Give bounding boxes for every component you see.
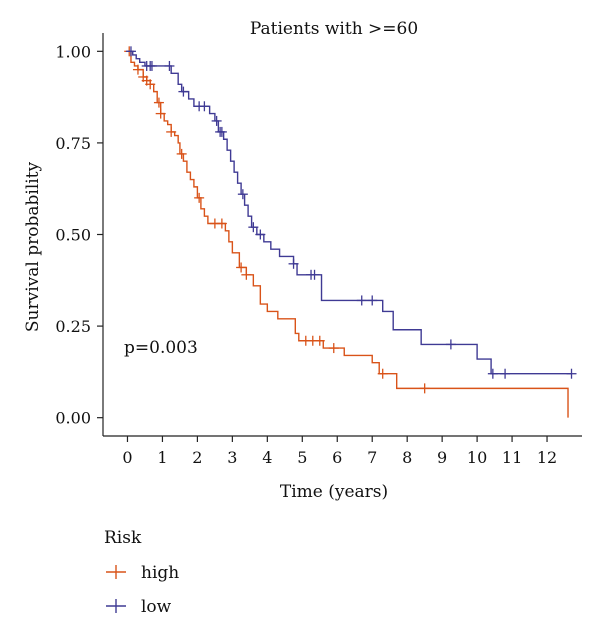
x-tick-label: 9 [437, 448, 447, 467]
x-tick-label: 5 [297, 448, 307, 467]
censor-mark-low [164, 60, 175, 71]
axes: 0 1 2 3 4 5 6 7 8 9 10 11 120.000.250.500.751.00 [55, 33, 582, 467]
y-tick-label: 0.00 [55, 409, 91, 428]
censor-mark-low [146, 60, 157, 71]
censor-mark-low [199, 101, 210, 112]
censor-mark-low [500, 368, 511, 379]
censor-mark-high [194, 192, 205, 203]
series-line-low [127, 50, 572, 375]
legend-label: high [141, 563, 179, 583]
censor-mark-low [125, 46, 136, 57]
censor-mark-high [166, 126, 177, 137]
y-tick-label: 1.00 [55, 42, 91, 61]
censor-mark-high [419, 383, 430, 394]
legend: high low [106, 563, 179, 617]
x-tick-label: 1 [157, 448, 167, 467]
censor-mark-low [566, 368, 577, 379]
x-axis-title: Time (years) [280, 482, 388, 502]
censor-mark-high [241, 269, 252, 280]
censor-mark-low [211, 115, 222, 126]
censor-mark-low [487, 368, 498, 379]
censor-mark-high [377, 368, 388, 379]
censor-mark-high [153, 97, 164, 108]
censor-mark-low [367, 295, 378, 306]
censor-mark-high [132, 64, 143, 75]
censor-mark-high [155, 108, 166, 119]
censor-mark-high [236, 262, 247, 273]
y-tick-label: 0.75 [55, 134, 91, 153]
plot-area [124, 46, 577, 418]
censor-mark-high [145, 79, 156, 90]
censor-mark-low [237, 189, 248, 200]
censor-mark-low [255, 229, 266, 240]
y-axis-title: Survival probability [23, 161, 43, 332]
censor-mark-low [216, 126, 227, 137]
censor-mark-high [314, 335, 325, 346]
censor-mark-high [216, 218, 227, 229]
x-tick-label: 3 [227, 448, 237, 467]
x-tick-label: 0 [122, 448, 132, 467]
y-tick-label: 0.50 [55, 226, 91, 245]
censor-mark-low [248, 222, 259, 233]
x-tick-label: 7 [367, 448, 377, 467]
censor-mark-low [445, 339, 456, 350]
censor-mark-low [288, 258, 299, 269]
chart-title: Patients with >=60 [250, 19, 418, 39]
censor-mark-high [328, 343, 339, 354]
censor-mark-high [176, 148, 187, 159]
x-tick-label: 10 [467, 448, 487, 467]
y-tick-label: 0.25 [55, 317, 91, 336]
x-tick-label: 12 [537, 448, 557, 467]
censor-mark-low [309, 269, 320, 280]
p-value-annotation: p=0.003 [124, 338, 198, 358]
legend-item-high: high [106, 563, 179, 583]
x-tick-label: 6 [332, 448, 342, 467]
x-tick-label: 11 [502, 448, 522, 467]
legend-label: low [141, 597, 172, 617]
legend-title: Risk [104, 528, 142, 548]
legend-item-low: low [106, 597, 172, 617]
x-tick-label: 4 [262, 448, 272, 467]
x-tick-label: 8 [402, 448, 412, 467]
x-tick-label: 2 [192, 448, 202, 467]
censor-mark-low [178, 86, 189, 97]
censor-mark-low [356, 295, 367, 306]
